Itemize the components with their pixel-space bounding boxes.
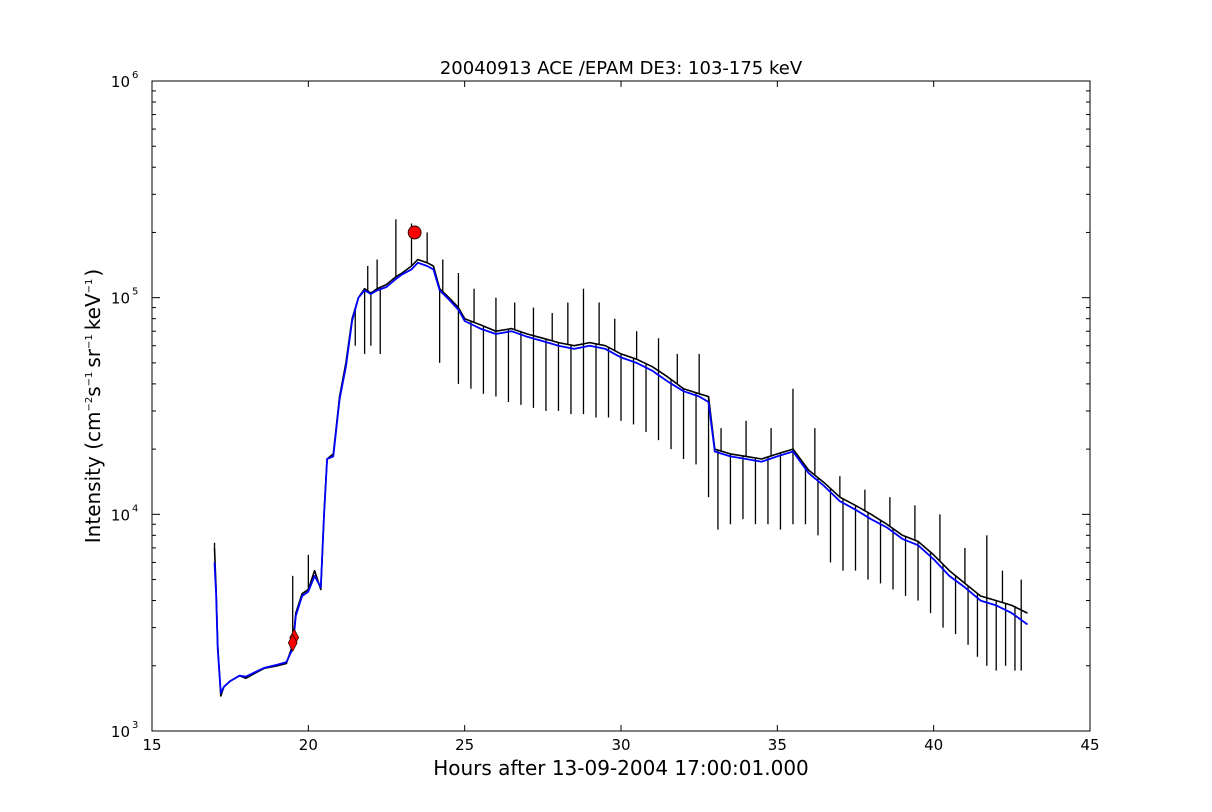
x-tick-label: 15 [142, 736, 161, 754]
y-axis-label-prefix: Intensity (cm [81, 412, 105, 544]
y-axis-label-exp-4: −1 [84, 279, 95, 294]
y-tick-label: 10 [111, 73, 130, 91]
x-tick-label: 25 [455, 736, 474, 754]
y-axis-label-sr: sr [81, 348, 105, 367]
y-axis-label-suffix: ) [81, 269, 105, 277]
y-axis-label-exp-3: −1 [84, 334, 95, 349]
x-tick-label: 30 [611, 736, 630, 754]
y-tick-label-exponent: 4 [132, 503, 138, 514]
y-tick-label: 10 [111, 723, 130, 741]
y-tick-label-exponent: 5 [132, 287, 138, 298]
y-tick-label-exponent: 3 [132, 720, 138, 731]
y-axis-label: Intensity (cm−2s−1sr−1keV−1) [81, 269, 105, 543]
y-axis-label-exp-2: −1 [84, 372, 95, 387]
y-tick-label-exponent: 6 [132, 70, 138, 81]
peak-marker-circle [407, 225, 422, 240]
y-tick-label: 10 [111, 506, 130, 524]
x-tick-label: 20 [299, 736, 318, 754]
y-tick-label: 10 [111, 290, 130, 308]
chart-title: 20040913 ACE /EPAM DE3: 103-175 keV [440, 58, 803, 79]
plot-area [151, 80, 1091, 732]
x-tick-label: 45 [1080, 736, 1099, 754]
onset-marker-diamond-1 [287, 633, 298, 652]
marker-group [287, 225, 422, 652]
x-axis-label: Hours after 13-09-2004 17:00:01.000 [433, 756, 809, 780]
x-tick-label: 35 [768, 736, 787, 754]
x-tick-label: 40 [924, 736, 943, 754]
x-axis-ticks: 15 20 25 30 35 40 45 [142, 81, 1100, 754]
y-axis-label-exp-1: −2 [84, 397, 95, 412]
y-axis-label-s: s [81, 386, 105, 396]
y-axis-label-kev: keV [81, 293, 105, 330]
